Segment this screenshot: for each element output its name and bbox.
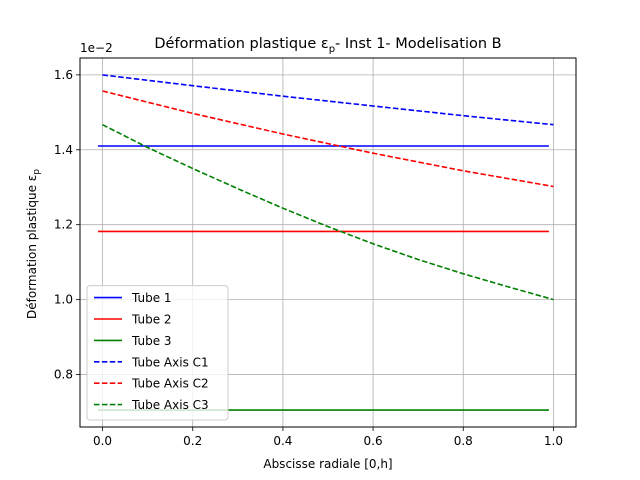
chart-title-subscript: p <box>329 44 335 55</box>
series-line-3 <box>102 74 554 126</box>
x-tick-label-1: 0.2 <box>183 434 202 448</box>
y-axis-label-subscript: p <box>32 169 42 175</box>
x-tick-label-3: 0.6 <box>364 434 383 448</box>
y-axis-label-main: Déformation plastique ε <box>25 175 39 319</box>
legend-label-4: Tube Axis C2 <box>131 377 209 391</box>
series-line-5 <box>102 123 554 301</box>
legend-box <box>86 285 229 421</box>
legend-label-5: Tube Axis C3 <box>131 398 209 412</box>
y-offset-text: 1e−2 <box>80 41 113 55</box>
legend-label-1: Tube 2 <box>131 313 172 327</box>
legend-label-3: Tube Axis C1 <box>131 355 209 369</box>
chart-title-main: Déformation plastique ε <box>154 36 328 52</box>
legend-entries: Tube 1 Tube 2 Tube 3 Tube Axis C1 Tube Axis … <box>94 291 209 412</box>
y-axis-label: Déformation plastique εp <box>25 169 42 319</box>
x-tick-label-0: 0.0 <box>93 434 112 448</box>
y-tick-label-3: 1.4 <box>54 143 73 157</box>
x-tick-label-5: 1.0 <box>544 434 563 448</box>
y-tick-label-2: 1.2 <box>54 218 73 232</box>
legend-label-0: Tube 1 <box>131 291 172 305</box>
series-line-4 <box>102 90 554 188</box>
x-tick-label-4: 0.8 <box>454 434 473 448</box>
x-axis-label: Abscisse radiale [0,h] <box>263 457 392 471</box>
y-tick-label-4: 1.6 <box>54 68 73 82</box>
x-tick-label-2: 0.4 <box>273 434 292 448</box>
y-tick-label-1: 1.0 <box>54 293 73 307</box>
legend: Tube 1 Tube 2 Tube 3 Tube Axis C1 Tube Axis … <box>86 285 229 421</box>
axes-frame <box>79 57 577 428</box>
y-tick-label-0: 0.8 <box>54 368 73 382</box>
chart-title: Déformation plastique εp- Inst 1- Modeli… <box>154 36 501 55</box>
chart-title-rest: - Inst 1- Modelisation B <box>335 36 502 52</box>
ticks: 0.0 0.2 0.4 0.6 0.8 1.0 0.8 1.0 1.2 1.4 1.6 <box>54 68 563 448</box>
legend-label-2: Tube 3 <box>131 334 172 348</box>
